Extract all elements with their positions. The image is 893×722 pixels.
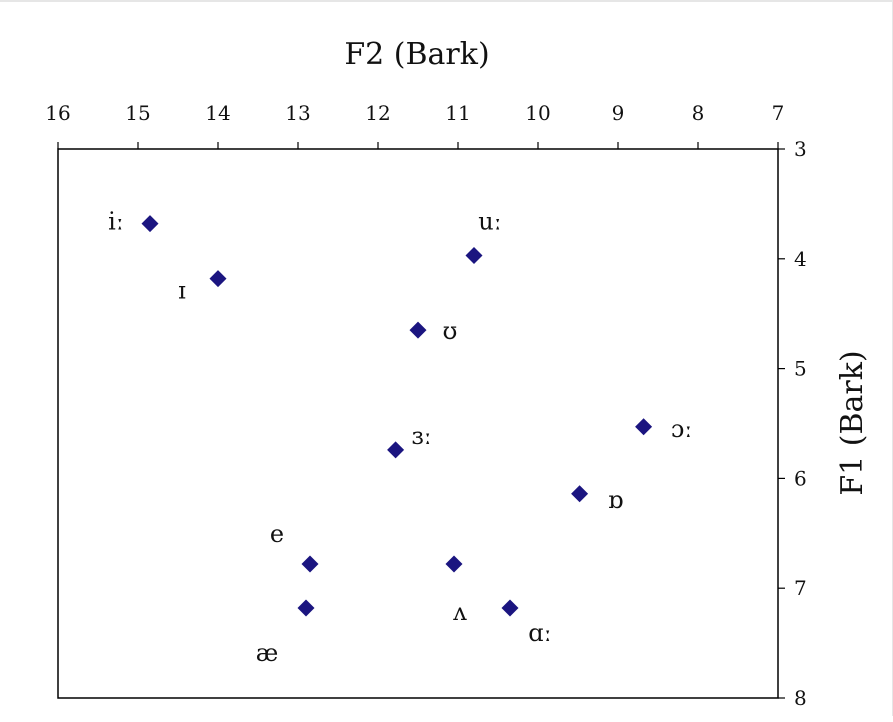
vowel-label: æ [256,639,279,667]
vowel-labels: iː ɪ uː ʊ ɜː ɔː ɒ e ʌ æ ɑː [108,208,692,667]
vowel-label: ɑː [528,619,551,647]
y-tick-label: 6 [794,466,807,490]
x-tick-label: 16 [45,101,70,125]
vowel-label: iː [108,208,124,236]
x-tick-label: 7 [772,101,785,125]
y-tick-label: 4 [794,247,807,271]
y-tick-label: 7 [794,576,807,600]
x-tick-label: 11 [445,101,470,125]
x-tick-label: 14 [205,101,230,125]
x-tick-label: 12 [365,101,390,125]
data-point-marker [301,555,319,573]
data-point-marker [445,555,463,573]
vowel-label: ɜː [411,422,431,450]
vowel-label: ʊ [443,317,458,345]
y-tick-label: 8 [794,686,807,710]
data-point-marker [387,441,405,459]
x-tick-label: 13 [285,101,310,125]
vowel-label: ɪ [178,277,186,305]
x-axis-title: F2 (Bark) [344,37,489,72]
x-tick-label: 15 [125,101,150,125]
x-tick-label: 8 [692,101,705,125]
y-tick-label: 3 [794,137,807,161]
data-point-marker [571,485,589,503]
vowel-label: ɔː [671,415,693,443]
data-point-marker [409,321,427,339]
vowel-label: ɒ [608,486,623,514]
data-point-marker [209,270,227,288]
data-point-marker [501,599,519,617]
vowel-label: uː [478,208,502,236]
x-tick-label: 10 [525,101,550,125]
data-points [141,215,653,617]
x-axis-ticks: 16 15 14 13 12 11 10 9 8 7 [45,101,784,149]
vowel-label: e [270,520,284,548]
y-axis-ticks: 3 4 5 6 7 8 [778,137,807,710]
data-point-marker [465,247,483,265]
data-point-marker [141,215,159,233]
vowel-label: ʌ [452,598,467,626]
y-tick-label: 5 [794,357,807,381]
plot-area-border [57,148,779,699]
y-axis-title: F1 (Bark) [835,350,870,495]
data-point-marker [635,418,653,436]
x-tick-label: 9 [612,101,625,125]
data-point-marker [297,599,315,617]
